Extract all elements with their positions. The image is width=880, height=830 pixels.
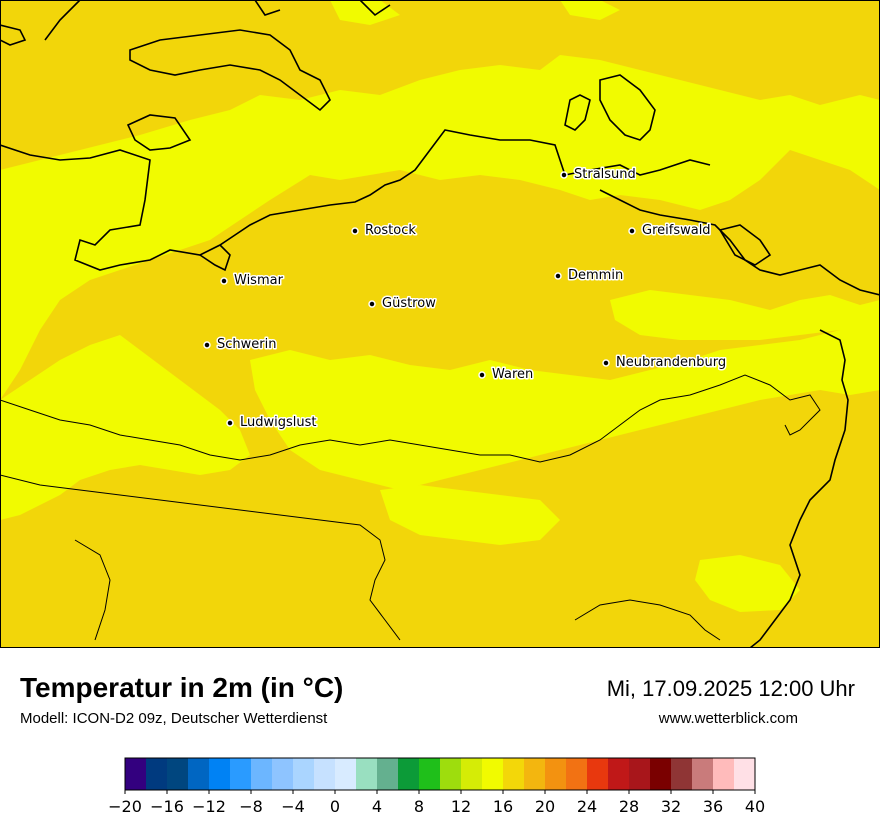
city-label-schwerin: Schwerin bbox=[217, 337, 276, 352]
colorbar-swatch bbox=[545, 758, 567, 790]
colorbar-swatch bbox=[713, 758, 735, 790]
colorbar-swatch bbox=[209, 758, 231, 790]
city-greifswald: Greifswald bbox=[628, 222, 712, 240]
colorbar-swatch bbox=[482, 758, 504, 790]
colorbar-tick-label: 4 bbox=[372, 797, 382, 816]
mild-temperature-regions bbox=[0, 0, 880, 612]
colorbar-tick-label: 0 bbox=[330, 797, 340, 816]
colorbar-tick-label: −4 bbox=[281, 797, 305, 816]
colorbar-swatch bbox=[503, 758, 525, 790]
city-guestrow: Güstrow bbox=[368, 295, 438, 313]
colorbar-swatch bbox=[272, 758, 294, 790]
colorbar-tick-label: 36 bbox=[703, 797, 723, 816]
city-stralsund: Stralsund bbox=[560, 166, 637, 184]
warm-patches bbox=[120, 190, 875, 360]
colorbar-swatch bbox=[650, 758, 672, 790]
city-label-stralsund: Stralsund bbox=[574, 167, 636, 182]
colorbar-tick-label: −8 bbox=[239, 797, 263, 816]
colorbar-swatch bbox=[461, 758, 483, 790]
colorbar-swatch bbox=[524, 758, 546, 790]
city-label-ludwigslust: Ludwigslust bbox=[240, 415, 317, 430]
colorbar-swatch bbox=[440, 758, 462, 790]
model-info: Modell: ICON-D2 09z, Deutscher Wetterdie… bbox=[20, 710, 328, 727]
colorbar-tick-label: 20 bbox=[535, 797, 555, 816]
colorbar-tick-label: 16 bbox=[493, 797, 513, 816]
city-label-wismar: Wismar bbox=[234, 273, 284, 288]
colorbar-tick-label: 8 bbox=[414, 797, 424, 816]
city-rostock: Rostock bbox=[351, 222, 418, 240]
colorbar-swatch bbox=[251, 758, 273, 790]
state-borders bbox=[0, 374, 821, 641]
temperature-map: Stralsund Rostock Greifswald Wismar Demm… bbox=[0, 0, 880, 648]
map-title: Temperatur in 2m (in °C) bbox=[20, 672, 344, 703]
colorbar-swatch bbox=[629, 758, 651, 790]
city-neubrandenburg: Neubrandenburg bbox=[602, 354, 728, 372]
colorbar-swatches bbox=[125, 758, 756, 790]
city-label-rostock: Rostock bbox=[365, 223, 416, 238]
colorbar-swatch bbox=[587, 758, 609, 790]
colorbar-swatch bbox=[293, 758, 315, 790]
colorbar-tick-label: −20 bbox=[108, 797, 142, 816]
colorbar-swatch bbox=[734, 758, 756, 790]
colorbar-swatch bbox=[314, 758, 336, 790]
colorbar-swatch bbox=[146, 758, 168, 790]
colorbar-swatch bbox=[692, 758, 714, 790]
city-markers: Stralsund Rostock Greifswald Wismar Demm… bbox=[203, 166, 728, 432]
colorbar-frame bbox=[124, 757, 756, 791]
colorbar-ticks: −20 −16 −12 −8 −4 0 4 8 12 16 20 24 28 32 36 40 bbox=[108, 790, 765, 816]
colorbar-swatch bbox=[125, 758, 147, 790]
colorbar-tick-label: 28 bbox=[619, 797, 639, 816]
city-label-waren: Waren bbox=[492, 367, 533, 382]
city-label-demmin: Demmin bbox=[568, 268, 623, 283]
temperature-colorbar: −20 −16 −12 −8 −4 0 4 8 12 16 20 24 28 32 36 40 bbox=[108, 757, 765, 816]
colorbar-tick-label: −16 bbox=[150, 797, 184, 816]
city-label-neubrandenburg: Neubrandenburg bbox=[616, 355, 726, 370]
website-link[interactable]: www.wetterblick.com bbox=[658, 710, 798, 727]
colorbar-swatch bbox=[230, 758, 252, 790]
city-label-guestrow: Güstrow bbox=[382, 296, 436, 311]
city-ludwigslust: Ludwigslust bbox=[226, 414, 318, 432]
city-wismar: Wismar bbox=[220, 272, 285, 290]
city-waren: Waren bbox=[478, 366, 535, 384]
colorbar-swatch bbox=[167, 758, 189, 790]
colorbar-tick-label: 40 bbox=[745, 797, 765, 816]
colorbar-swatch bbox=[356, 758, 378, 790]
colorbar-swatch bbox=[398, 758, 420, 790]
colorbar-swatch bbox=[335, 758, 357, 790]
colorbar-tick-label: 24 bbox=[577, 797, 597, 816]
colorbar-swatch bbox=[608, 758, 630, 790]
colorbar-swatch bbox=[566, 758, 588, 790]
city-demmin: Demmin bbox=[554, 267, 625, 285]
colorbar-swatch bbox=[419, 758, 441, 790]
city-label-greifswald: Greifswald bbox=[642, 223, 711, 238]
colorbar-tick-label: 32 bbox=[661, 797, 681, 816]
colorbar-swatch bbox=[377, 758, 399, 790]
coastlines-and-borders bbox=[0, 0, 880, 648]
city-schwerin: Schwerin bbox=[203, 336, 278, 354]
colorbar-swatch bbox=[188, 758, 210, 790]
colorbar-tick-label: 12 bbox=[451, 797, 471, 816]
forecast-datetime: Mi, 17.09.2025 12:00 Uhr bbox=[606, 676, 855, 701]
colorbar-tick-label: −12 bbox=[192, 797, 226, 816]
colorbar-swatch bbox=[671, 758, 693, 790]
